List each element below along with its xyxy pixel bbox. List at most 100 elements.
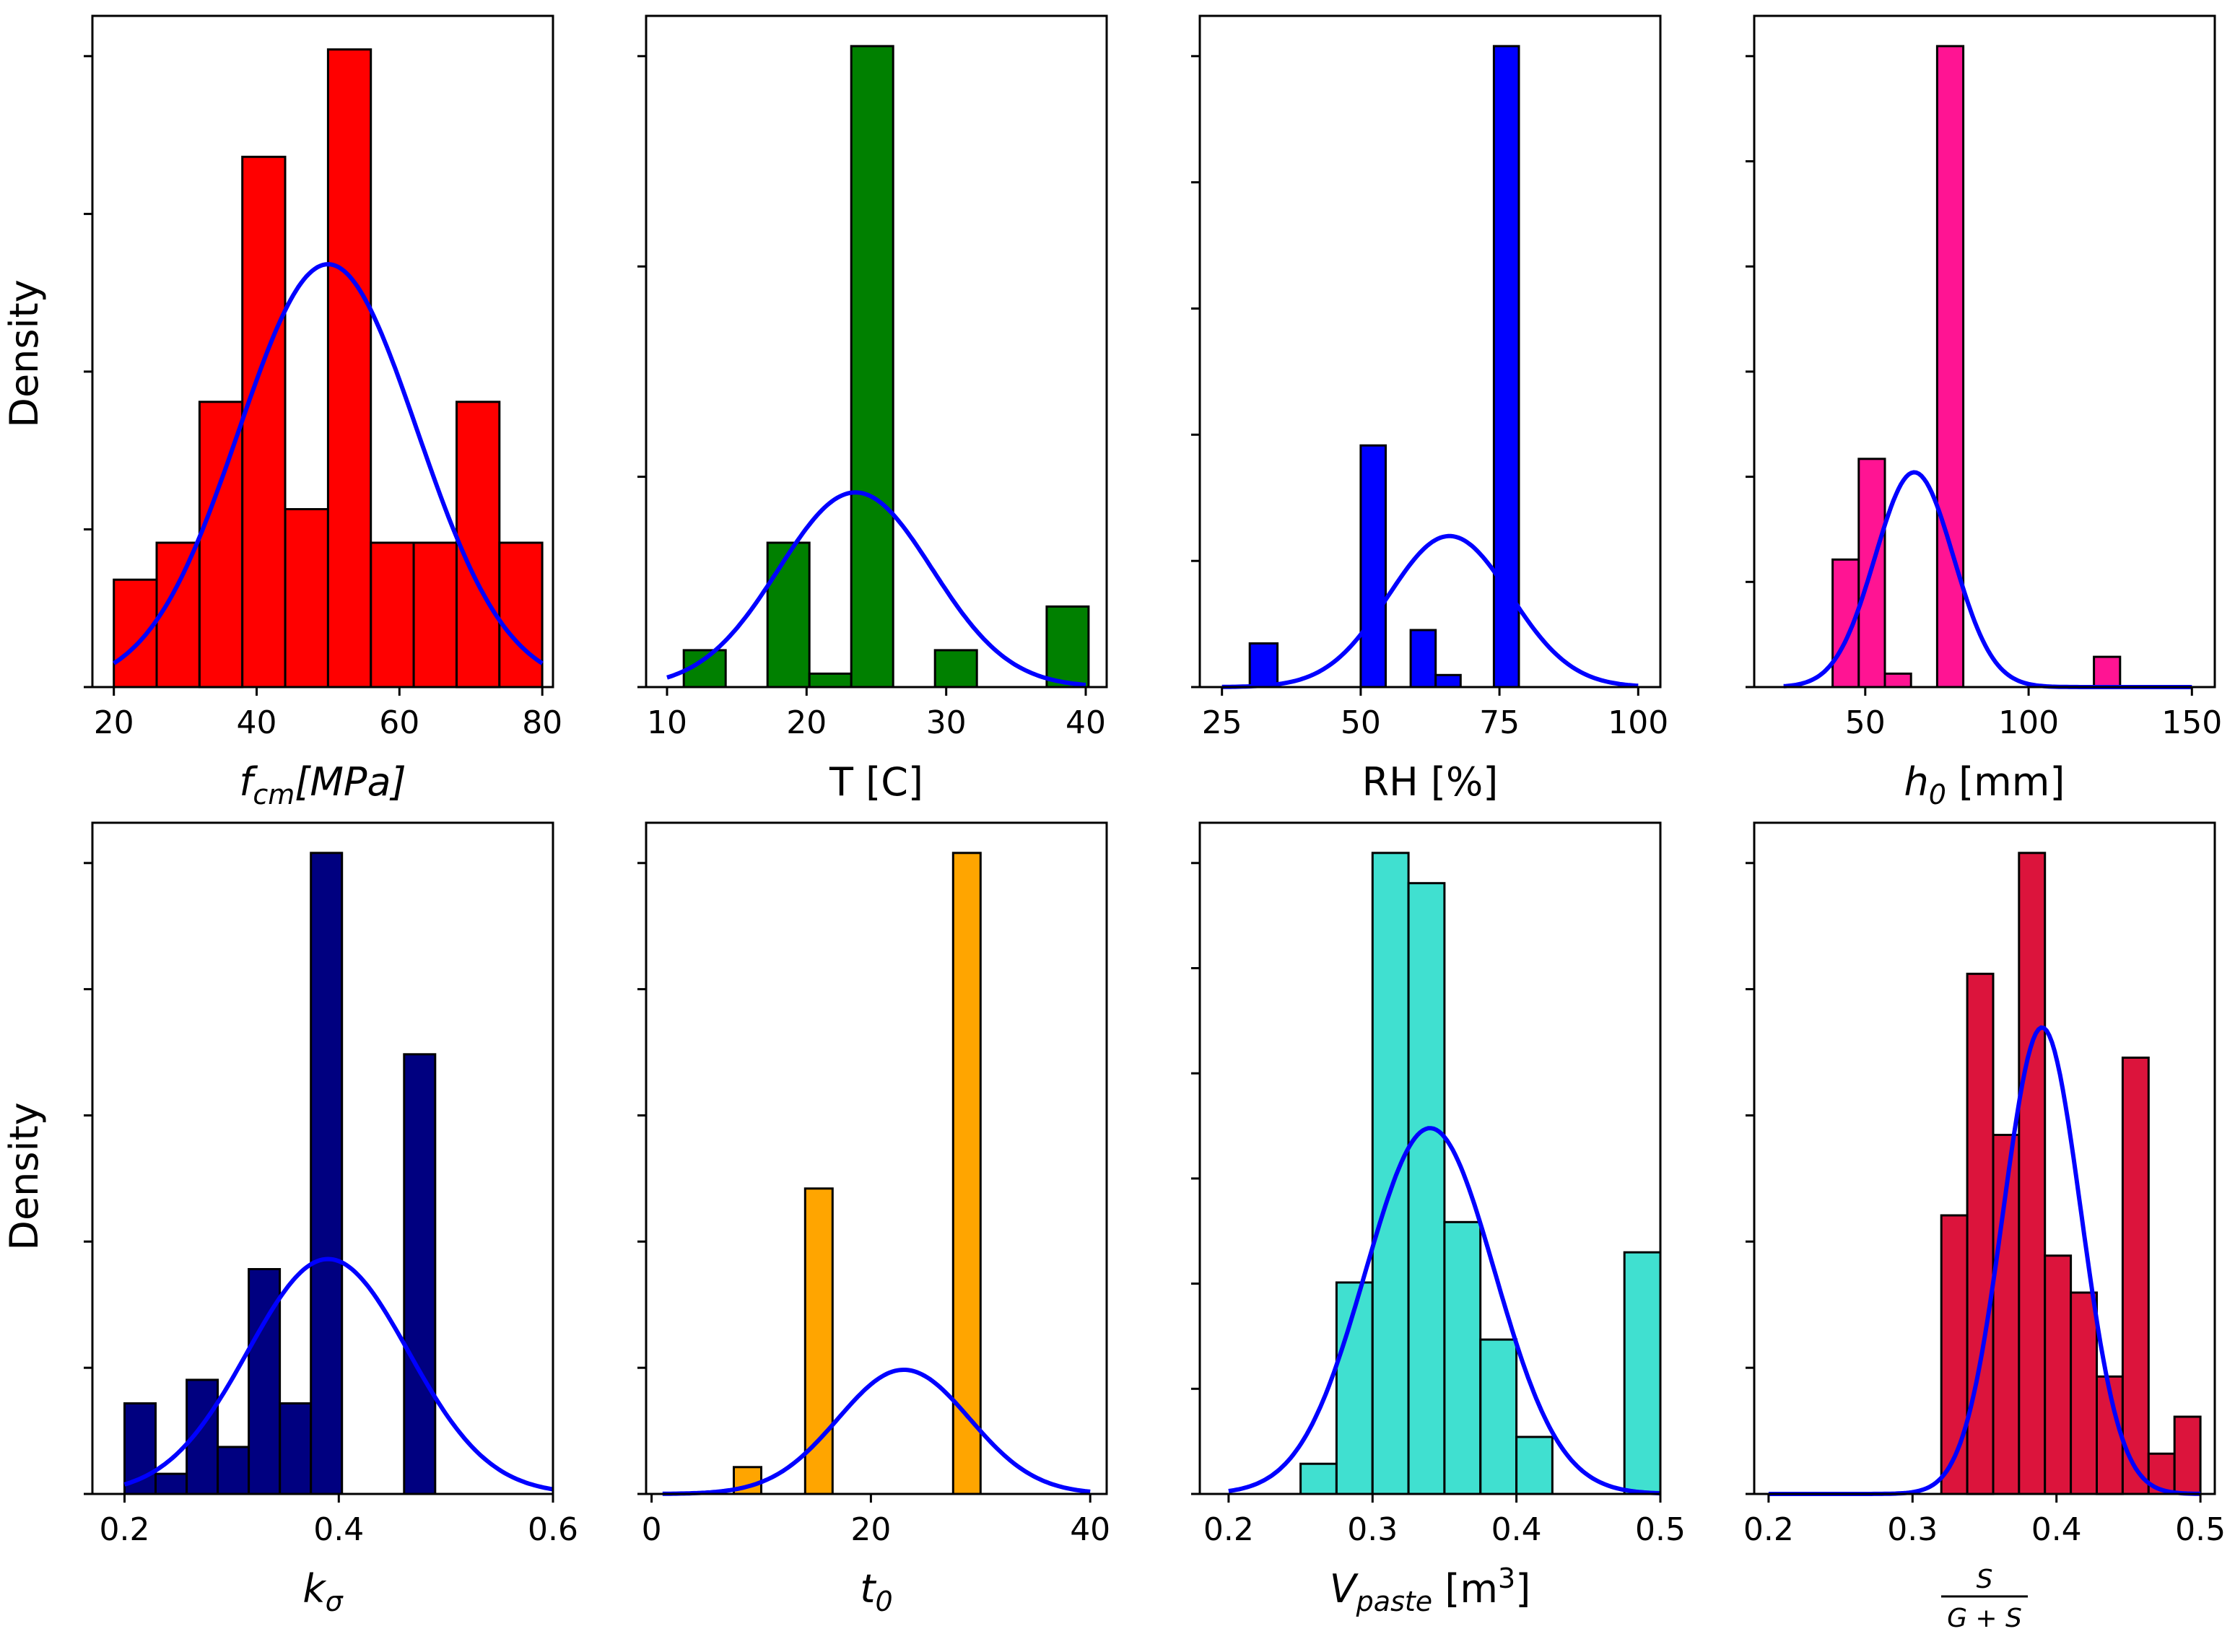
- histogram-bar: [1940, 1214, 1969, 1495]
- histogram-bar: [498, 541, 544, 689]
- fraction-denominator: G + S: [1947, 1604, 2022, 1633]
- histogram-bar: [1966, 972, 1995, 1495]
- normal-fit-curve: [1221, 533, 1639, 689]
- histogram-bar: [1434, 673, 1462, 689]
- histogram-bar: [198, 401, 244, 689]
- normal-fit-curve: [662, 1368, 1091, 1496]
- histogram-bar: [2093, 655, 2122, 689]
- histogram-bar: [412, 541, 458, 689]
- x-tick-label: 20: [94, 704, 134, 741]
- panel-h0: 50 100 150 h0 [mm]: [1746, 14, 2222, 810]
- histogram-bar: [933, 649, 978, 689]
- x-tick-label: 100: [1608, 704, 1668, 741]
- x-tick-label: 0.4: [1491, 1511, 1542, 1548]
- normal-fit-curve: [1228, 1126, 1661, 1496]
- x-axis-label: fcm[MPa]: [239, 759, 406, 810]
- panel-t0: 0 20 40 t0: [637, 821, 1110, 1617]
- x-tick-label: 40: [1070, 1511, 1110, 1548]
- x-tick-label: 30: [926, 704, 967, 741]
- histogram-bar: [241, 155, 287, 689]
- x-tick-label: 0.4: [313, 1511, 364, 1548]
- histogram-bar: [403, 1053, 437, 1495]
- x-tick-label: 0.5: [2175, 1511, 2226, 1548]
- histogram-bar: [310, 852, 344, 1495]
- histogram-bar: [1623, 1251, 1662, 1495]
- histogram-bar: [1883, 672, 1912, 689]
- fraction-numerator: S: [1977, 1565, 1993, 1594]
- plot-frame: [1753, 14, 2216, 689]
- histogram-bar: [1299, 1462, 1338, 1495]
- panel-fcm: 20 40 60 80 fcm[MPa]: [84, 14, 562, 810]
- x-axis-label: Vpaste [m3]: [1330, 1563, 1531, 1617]
- plot-frame: [1753, 821, 2216, 1495]
- panel-ksigma: 0.2 0.4 0.6 kσ: [84, 821, 578, 1617]
- x-tick-label: 20: [786, 704, 827, 741]
- histogram-bar: [1409, 629, 1437, 689]
- histogram-bar: [1479, 1338, 1518, 1495]
- x-tick-label: 0.6: [528, 1511, 578, 1548]
- x-axis-label: T [C]: [829, 759, 923, 805]
- panel-SGS: 0.2 0.3 0.4 0.5 S G + S: [1743, 821, 2226, 1633]
- histogram-bar: [2173, 1415, 2202, 1495]
- x-tick-label: 0.3: [1347, 1511, 1398, 1548]
- histogram-bar: [1371, 852, 1410, 1495]
- x-tick-label: 0.2: [1203, 1511, 1254, 1548]
- x-tick-label: 0.2: [1743, 1511, 1794, 1548]
- x-tick-label: 0: [642, 1511, 662, 1548]
- normal-fit-curve: [666, 490, 1086, 687]
- x-tick-label: 20: [850, 1511, 891, 1548]
- histogram-bar: [850, 45, 894, 689]
- x-tick-label: 0.3: [1887, 1511, 1938, 1548]
- histogram-bar: [1443, 1220, 1482, 1495]
- histogram-bar: [1248, 642, 1279, 689]
- panel-RH: 25 50 75 100 RH [%]: [1191, 14, 1668, 805]
- histogram-bar: [1407, 882, 1446, 1495]
- panel-T: 10 20 30 40 T [C]: [637, 14, 1108, 805]
- x-tick-label: 0.5: [1635, 1511, 1686, 1548]
- histogram-bar: [326, 48, 372, 689]
- histogram-bar: [154, 1472, 188, 1495]
- y-axis-label-top: Density: [1, 279, 47, 427]
- histogram-bar: [2070, 1291, 2099, 1495]
- x-tick-label: 0.2: [100, 1511, 150, 1548]
- histogram-bar: [456, 401, 501, 689]
- x-tick-label: 80: [522, 704, 562, 741]
- plot-frame: [645, 821, 1108, 1495]
- x-axis-label: S G + S: [1941, 1565, 2028, 1633]
- histogram-bar: [1515, 1435, 1554, 1495]
- plot-frame: [91, 821, 554, 1495]
- x-tick-label: 50: [1341, 704, 1381, 741]
- x-axis-label: t0: [860, 1566, 892, 1617]
- x-tick-label: 150: [2161, 704, 2222, 741]
- plot-frame: [1198, 14, 1662, 689]
- plot-frame: [91, 14, 554, 689]
- histogram-bar: [2044, 1254, 2073, 1495]
- plot-frame: [645, 14, 1108, 689]
- x-axis-label: RH [%]: [1362, 759, 1499, 805]
- histogram-bar: [766, 541, 811, 689]
- histogram-bar: [1935, 45, 1965, 689]
- x-tick-label: 75: [1479, 704, 1520, 741]
- histogram-bar: [217, 1446, 250, 1495]
- histogram-bar: [370, 541, 415, 689]
- histogram-bar: [279, 1402, 313, 1495]
- x-tick-label: 100: [1998, 704, 2059, 741]
- x-tick-label: 0.4: [2031, 1511, 2082, 1548]
- x-tick-label: 60: [379, 704, 419, 741]
- histogram-bar: [2018, 852, 2047, 1495]
- x-tick-label: 25: [1202, 704, 1242, 741]
- x-axis-label: kσ: [302, 1566, 344, 1617]
- y-axis-label-bottom: Density: [1, 1102, 47, 1250]
- x-axis-label: h0 [mm]: [1904, 759, 2065, 810]
- panels-group: 20 40 60 80 fcm[MPa] 10 20 30 40 T [C] 25 50 75 100 RH…: [84, 14, 2226, 1633]
- x-tick-label: 50: [1845, 704, 1886, 741]
- histogram-bar: [284, 508, 329, 689]
- histogram-bar: [2121, 1057, 2150, 1495]
- histogram-bar: [808, 672, 853, 689]
- x-tick-label: 10: [647, 704, 687, 741]
- x-tick-label: 40: [1066, 704, 1106, 741]
- histogram-bar: [1359, 444, 1387, 689]
- histogram-bar: [113, 578, 158, 689]
- panel-Vpaste: 0.2 0.3 0.4 0.5 Vpaste [m3]: [1191, 821, 1686, 1617]
